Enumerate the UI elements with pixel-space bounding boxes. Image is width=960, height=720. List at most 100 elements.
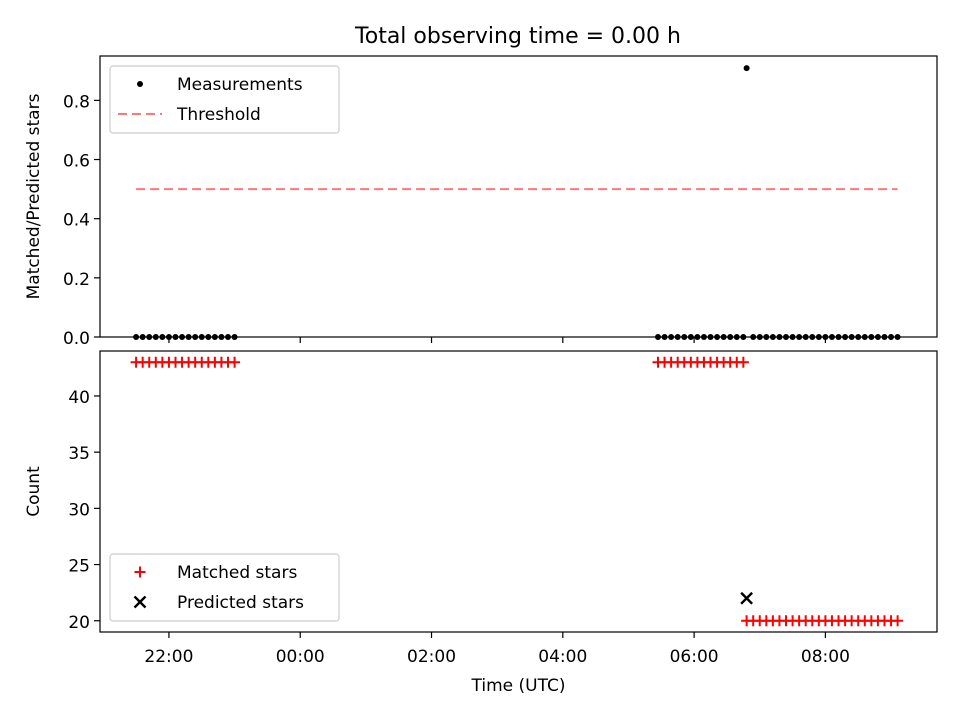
data-point — [674, 334, 681, 340]
data-point — [229, 356, 241, 368]
data-point — [861, 334, 868, 340]
data-point — [720, 334, 727, 340]
data-point — [152, 334, 159, 340]
legend-label: Matched stars — [177, 563, 297, 583]
legend-label: Threshold — [176, 105, 261, 125]
data-point — [172, 334, 179, 340]
series-matched-stars — [130, 356, 904, 627]
data-point — [694, 334, 701, 340]
x-tick-label: 22:00 — [144, 647, 193, 667]
legend-label: Measurements — [177, 75, 303, 95]
data-point — [789, 334, 796, 340]
data-point — [842, 334, 849, 340]
legend-swatch — [133, 595, 147, 609]
axes-frame — [99, 350, 938, 633]
y-axis-label: Matched/Predicted stars — [24, 93, 44, 299]
data-point — [828, 334, 835, 340]
data-point — [802, 334, 809, 340]
legend: Matched stars Predicted stars — [109, 553, 340, 622]
x-tick-label: 08:00 — [801, 647, 850, 667]
data-point — [769, 334, 776, 340]
data-point — [185, 334, 192, 340]
data-point — [707, 334, 714, 340]
data-point — [733, 334, 740, 340]
legend-swatch — [134, 566, 146, 578]
y-tick-label: 25 — [68, 557, 90, 577]
data-point — [165, 334, 172, 340]
x-axis-label: Time (UTC) — [471, 676, 566, 696]
data-point — [868, 334, 875, 340]
legend-swatch — [137, 81, 143, 87]
legend-item: Threshold — [118, 105, 261, 125]
legend-item: Predicted stars — [133, 593, 304, 613]
data-point — [714, 334, 721, 340]
data-point — [727, 334, 734, 340]
legend-label: Predicted stars — [177, 593, 304, 613]
data-point — [225, 334, 232, 340]
legend-item: Matched stars — [134, 563, 297, 583]
y-tick-label: 40 — [68, 388, 90, 408]
data-point — [835, 334, 842, 340]
y-tick-label: 0.0 — [63, 329, 90, 349]
data-point — [763, 334, 770, 340]
data-point — [198, 334, 205, 340]
data-point — [205, 334, 212, 340]
data-point — [139, 334, 146, 340]
data-point — [687, 334, 694, 340]
y-tick-label: 0.2 — [63, 270, 90, 290]
data-point — [809, 334, 816, 340]
x-tick-label: 00:00 — [276, 647, 325, 667]
data-point — [159, 334, 166, 340]
x-tick-label: 04:00 — [538, 647, 587, 667]
data-point — [894, 334, 901, 340]
series-measurements — [133, 65, 901, 340]
data-point — [881, 334, 888, 340]
y-tick-label: 20 — [68, 613, 90, 633]
legend-box — [109, 553, 340, 622]
data-point — [776, 334, 783, 340]
series-predicted-stars — [740, 591, 753, 605]
y-tick-label: 0.8 — [63, 92, 90, 112]
data-point — [655, 334, 661, 340]
figure-title: Total observing time = 0.00 h — [354, 24, 681, 49]
legend: Measurements Threshold — [109, 65, 340, 134]
data-point — [740, 334, 747, 340]
legend-box — [109, 65, 340, 134]
data-point — [874, 334, 881, 340]
bottom-panel: 20 25 30 35 40 22:00 00:00 02:00 04:00 06:00 08:00… — [24, 350, 938, 696]
y-axis-label: Count — [24, 466, 44, 517]
data-point — [892, 615, 904, 627]
y-tick-label: 35 — [68, 444, 90, 464]
x-tick-label: 06:00 — [670, 647, 719, 667]
data-point — [218, 334, 225, 340]
data-point — [855, 334, 862, 340]
data-point — [192, 334, 199, 340]
data-point — [743, 65, 750, 72]
top-panel: 0.0 0.2 0.4 0.6 0.8 Matched/Predicted stars Me… — [24, 55, 938, 349]
data-point — [668, 334, 675, 340]
data-point — [133, 334, 140, 340]
data-point — [848, 334, 855, 340]
data-point — [756, 334, 763, 340]
x-tick-label: 02:00 — [407, 647, 456, 667]
data-point — [661, 334, 668, 340]
data-point — [146, 334, 153, 340]
data-point — [750, 334, 757, 340]
data-point — [211, 334, 218, 340]
legend-item: Measurements — [137, 75, 303, 95]
data-point — [681, 334, 688, 340]
data-point — [700, 334, 707, 340]
data-point — [888, 334, 895, 340]
data-point — [179, 334, 186, 340]
data-point — [783, 334, 790, 340]
y-tick-label: 30 — [68, 500, 90, 520]
y-tick-label: 0.4 — [63, 211, 90, 231]
data-point — [796, 334, 803, 340]
axes-frame — [99, 55, 938, 338]
data-point — [231, 334, 238, 340]
data-point — [740, 591, 753, 605]
y-tick-label: 0.6 — [63, 152, 90, 172]
data-point — [822, 334, 829, 340]
data-point — [815, 334, 822, 340]
